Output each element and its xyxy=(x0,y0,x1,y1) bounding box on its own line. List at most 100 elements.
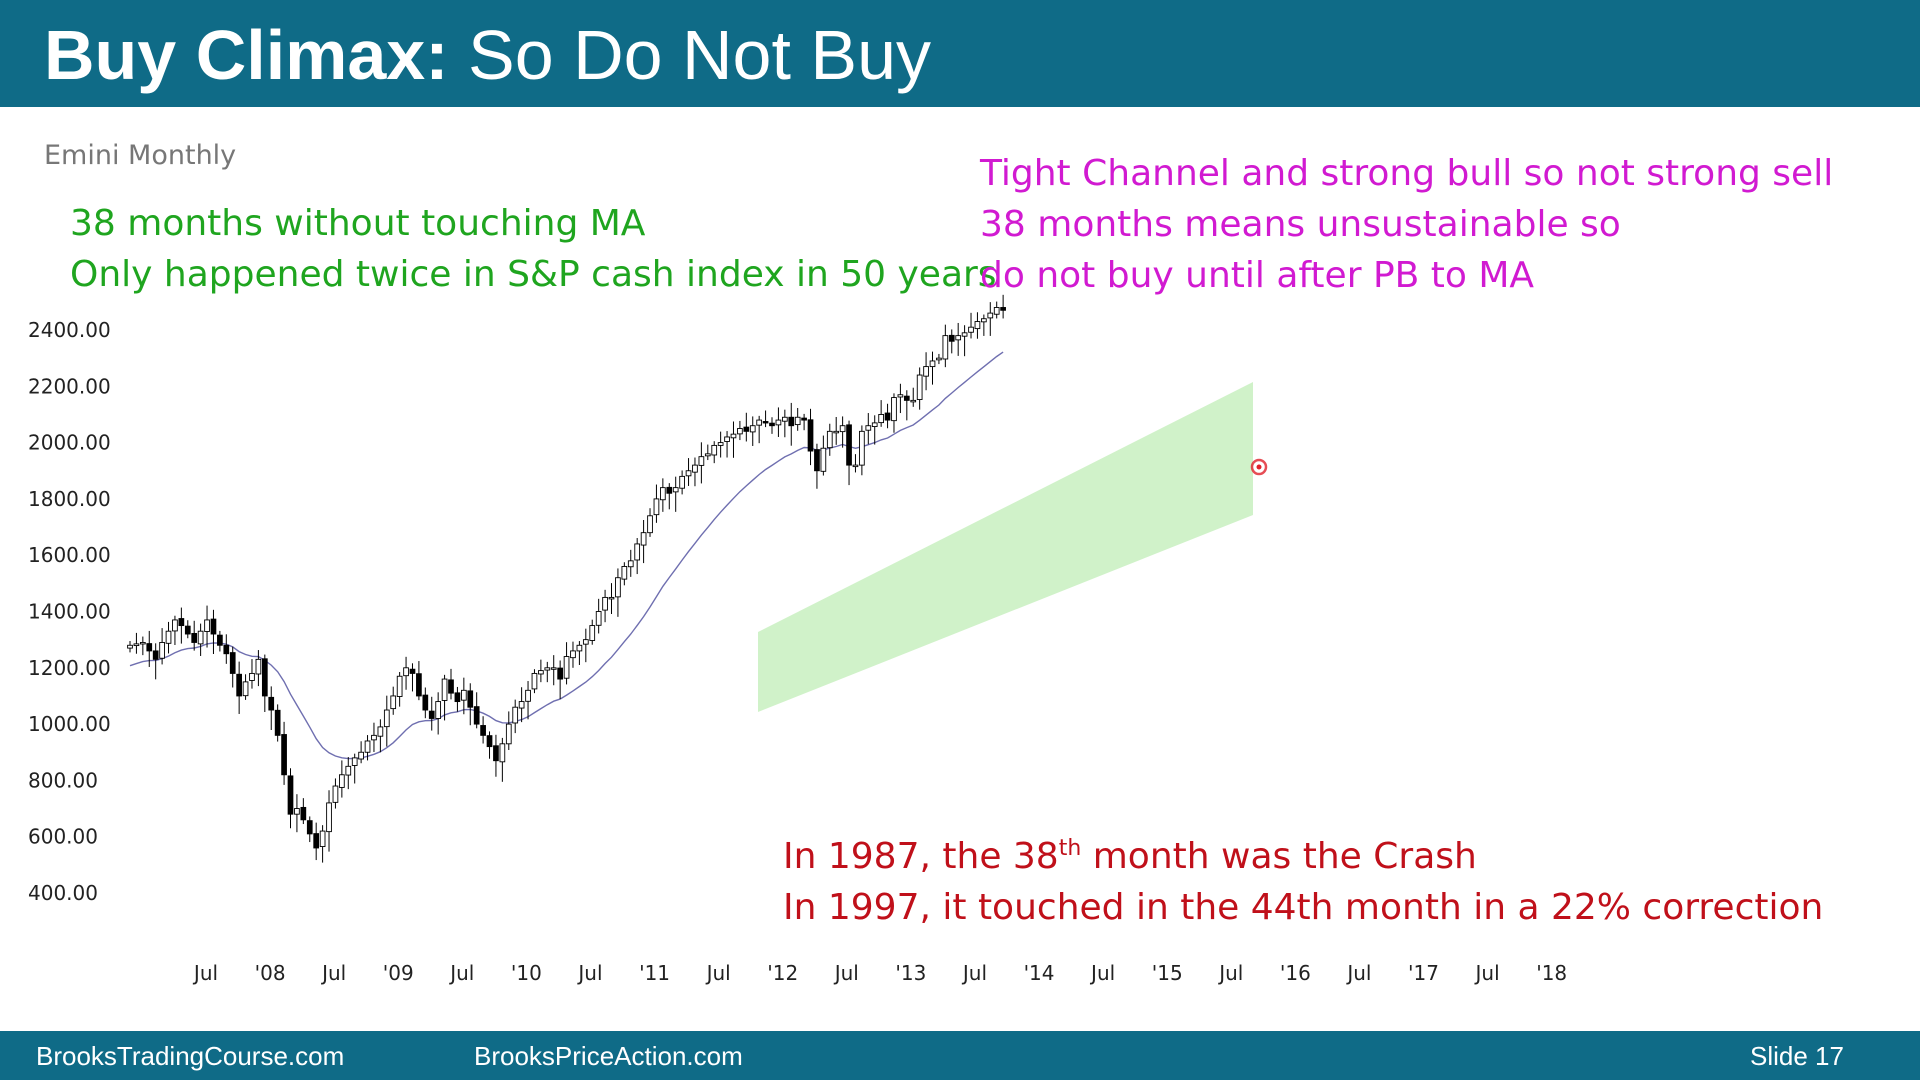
moving-average-line xyxy=(129,351,1004,760)
candle-body xyxy=(274,709,281,736)
x-tick-label: Jul xyxy=(192,961,218,985)
candle-body xyxy=(981,318,987,323)
candle-body xyxy=(139,642,146,645)
y-tick-label: 1400.00 xyxy=(28,600,111,624)
candlestick-chart: 2400.00 2200.00 2000.00 1800.00 1600.00 1400.… xyxy=(28,294,1567,985)
x-tick-label: '14 xyxy=(1024,961,1055,985)
candle-body xyxy=(923,366,929,377)
x-tick-label: '09 xyxy=(383,961,414,985)
candle-body xyxy=(358,751,364,760)
ma-touch-marker xyxy=(1250,458,1268,476)
candle-body xyxy=(666,486,673,494)
candle-body xyxy=(871,422,878,428)
x-tick-label: Jul xyxy=(705,961,731,985)
x-tick-label: Jul xyxy=(1217,961,1243,985)
candle-body xyxy=(852,464,859,468)
candle-body xyxy=(692,464,698,473)
y-tick-label: 2200.00 xyxy=(28,374,111,398)
candle-body xyxy=(570,650,576,659)
x-tick-label: Jul xyxy=(576,961,602,985)
x-tick-label: '11 xyxy=(639,961,670,985)
slide-title: Buy Climax: So Do Not Buy xyxy=(44,10,931,100)
candle-body xyxy=(955,335,962,341)
red-line-1-sup: th xyxy=(1058,836,1082,861)
candle-body xyxy=(961,332,968,337)
candle-body xyxy=(146,643,153,652)
slide-header: Buy Climax: So Do Not Buy xyxy=(0,0,1920,107)
candle-body xyxy=(814,449,820,472)
footer-center-link[interactable]: BrooksPriceAction.com xyxy=(474,1041,743,1071)
candle-body xyxy=(306,820,313,835)
candle-body xyxy=(512,706,519,724)
candle-body xyxy=(807,419,814,452)
magenta-line-2: 38 months means unsustainable so xyxy=(980,204,1621,245)
candle-body xyxy=(178,618,185,627)
candle-body xyxy=(891,397,897,422)
candle-body xyxy=(499,743,506,763)
candle-body xyxy=(505,723,512,745)
candle-body xyxy=(595,611,602,626)
candle-body xyxy=(538,670,544,675)
candle-body xyxy=(640,532,647,546)
candle-body xyxy=(473,706,480,725)
candle-body xyxy=(589,625,596,641)
slide-footer: BrooksTradingCourse.com BrooksPriceActio… xyxy=(0,1031,1920,1080)
candle-body xyxy=(762,421,769,424)
red-line-2: In 1997, it touched in the 44th month in… xyxy=(783,887,1824,928)
candle-body xyxy=(313,833,320,849)
candle-body xyxy=(127,644,133,649)
candle-body xyxy=(826,430,833,449)
candle-body xyxy=(319,830,326,848)
candle-body xyxy=(647,515,653,534)
candle-body xyxy=(339,774,345,788)
candle-body xyxy=(371,734,377,741)
candle-body xyxy=(987,312,994,319)
candle-body xyxy=(191,633,198,643)
candle-body xyxy=(781,416,788,422)
candle-body xyxy=(390,695,397,710)
candle-body xyxy=(287,775,294,815)
candle-body xyxy=(223,644,230,655)
x-tick-label: '10 xyxy=(511,961,542,985)
candle-body xyxy=(300,806,307,821)
candle-body xyxy=(422,694,429,711)
y-tick-label: 1600.00 xyxy=(28,543,111,567)
candle-body xyxy=(769,422,775,427)
y-tick-label: 600.00 xyxy=(28,825,98,849)
candle-body xyxy=(717,442,724,446)
candle-body xyxy=(409,668,416,674)
green-line-1: 38 months without touching MA xyxy=(70,203,646,244)
candle-body xyxy=(897,394,904,398)
candle-body xyxy=(672,487,679,493)
candle-body xyxy=(281,734,287,776)
x-tick-label: '12 xyxy=(767,961,798,985)
candle-body xyxy=(435,701,442,719)
candle-body xyxy=(531,672,538,690)
candle-body xyxy=(724,436,730,442)
candle-body xyxy=(653,498,660,516)
candle-body xyxy=(229,652,236,674)
candle-body xyxy=(685,470,692,477)
candle-body xyxy=(698,456,705,466)
magenta-annotation: Tight Channel and strong bull so not str… xyxy=(980,148,1833,301)
candle-body xyxy=(467,690,474,708)
candle-body xyxy=(525,689,531,702)
y-tick-label: 1800.00 xyxy=(28,487,111,511)
red-line-1-post: month was the Crash xyxy=(1081,836,1477,877)
candle-body xyxy=(833,430,840,434)
footer-left-link[interactable]: BrooksTradingCourse.com xyxy=(36,1041,345,1071)
candle-body xyxy=(846,424,852,466)
candle-body xyxy=(454,692,461,703)
candle-body xyxy=(377,726,384,737)
candle-body xyxy=(993,307,1000,315)
candle-body xyxy=(576,644,583,652)
candle-body xyxy=(544,667,551,671)
x-tick-label: '08 xyxy=(255,961,286,985)
candle-body xyxy=(261,658,268,697)
candle-body xyxy=(884,412,891,421)
candle-body xyxy=(820,447,827,472)
x-tick-label: '17 xyxy=(1408,961,1439,985)
candle-body xyxy=(801,417,807,421)
x-tick-label: '15 xyxy=(1152,961,1183,985)
candle-body xyxy=(197,630,204,645)
